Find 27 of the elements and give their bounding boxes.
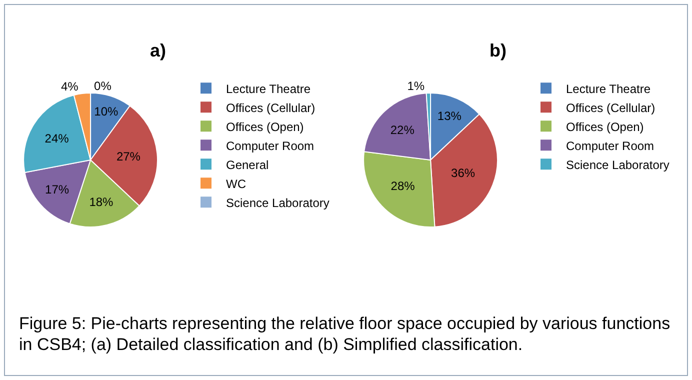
legend-label: Computer Room <box>226 138 314 153</box>
legend-label: Offices (Open) <box>226 120 304 134</box>
data-label: 22% <box>390 123 415 138</box>
data-label: 18% <box>89 195 114 210</box>
data-label: 17% <box>45 182 70 196</box>
data-label: 4% <box>60 80 79 94</box>
legend-label: General <box>226 158 269 172</box>
chart-title: a) <box>150 40 166 61</box>
data-label: 24% <box>44 132 70 146</box>
legend-label: Offices (Cellular) <box>566 100 656 115</box>
legend-label: Lecture Theatre <box>226 82 311 96</box>
legend-label: Lecture Theatre <box>566 82 651 96</box>
data-label: 27% <box>116 149 141 164</box>
data-label: 36% <box>451 166 476 180</box>
legend-label: Science Laboratory <box>226 196 330 210</box>
legend-label: Science Laboratory <box>566 158 670 172</box>
caption: Figure 5: Pie-charts representing the relative floor space occupied by various functions in CSB4; (a) Detailed classification and (b) Simplified classification. <box>19 313 672 355</box>
legend-label: Offices (Cellular) <box>226 100 316 115</box>
data-label: 28% <box>390 178 416 193</box>
data-label: 10% <box>94 104 119 118</box>
legend-label: Computer Room <box>566 138 654 153</box>
data-label: 1% <box>407 79 425 94</box>
legend-label: Offices (Open) <box>566 120 644 134</box>
legend-label: WC <box>226 176 246 191</box>
data-label: 13% <box>437 109 462 124</box>
chart-title: b) <box>490 40 506 61</box>
text: 0% <box>94 79 112 94</box>
